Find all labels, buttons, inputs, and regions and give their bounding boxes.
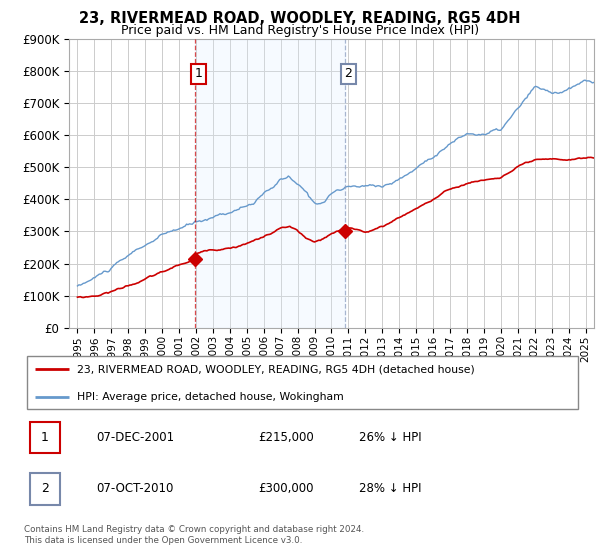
Text: 1: 1 xyxy=(194,67,203,80)
FancyBboxPatch shape xyxy=(29,422,60,452)
Text: £300,000: £300,000 xyxy=(259,483,314,496)
FancyBboxPatch shape xyxy=(27,356,578,409)
Text: Price paid vs. HM Land Registry's House Price Index (HPI): Price paid vs. HM Land Registry's House … xyxy=(121,24,479,36)
FancyBboxPatch shape xyxy=(29,473,60,505)
Text: 2: 2 xyxy=(41,483,49,496)
Text: 23, RIVERMEAD ROAD, WOODLEY, READING, RG5 4DH: 23, RIVERMEAD ROAD, WOODLEY, READING, RG… xyxy=(79,11,521,26)
Bar xyxy=(194,39,344,328)
Text: 1: 1 xyxy=(41,431,49,444)
Text: 07-OCT-2010: 07-OCT-2010 xyxy=(97,483,174,496)
Text: 28% ↓ HPI: 28% ↓ HPI xyxy=(359,483,421,496)
Text: £215,000: £215,000 xyxy=(259,431,314,444)
Text: Contains HM Land Registry data © Crown copyright and database right 2024.
This d: Contains HM Land Registry data © Crown c… xyxy=(24,525,364,545)
Text: 07-DEC-2001: 07-DEC-2001 xyxy=(97,431,175,444)
Text: 26% ↓ HPI: 26% ↓ HPI xyxy=(359,431,421,444)
Text: 23, RIVERMEAD ROAD, WOODLEY, READING, RG5 4DH (detached house): 23, RIVERMEAD ROAD, WOODLEY, READING, RG… xyxy=(77,364,475,374)
Text: 2: 2 xyxy=(344,67,352,80)
Text: HPI: Average price, detached house, Wokingham: HPI: Average price, detached house, Woki… xyxy=(77,392,344,402)
